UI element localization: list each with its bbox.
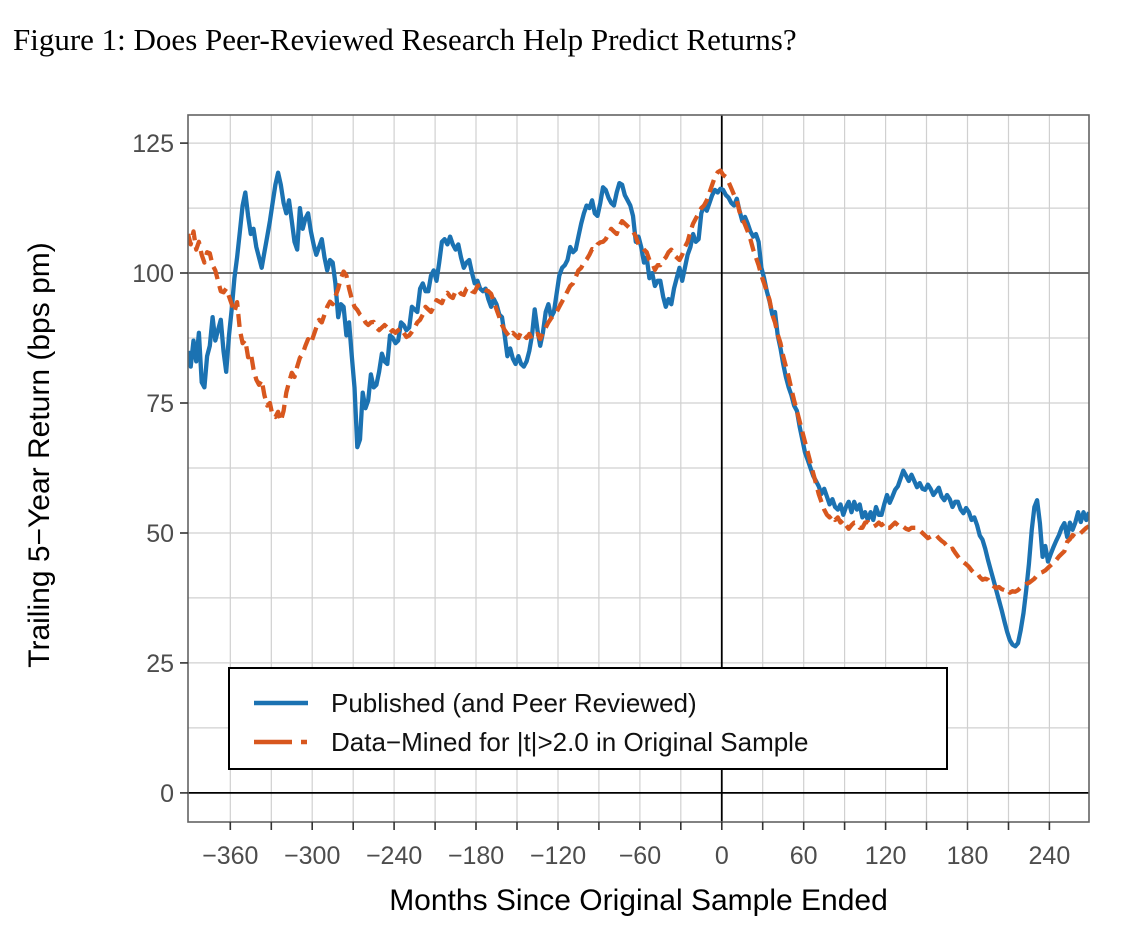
y-axis-title: Trailing 5−Year Return (bps pm) (23, 242, 56, 668)
x-tick-label: −240 (366, 842, 422, 870)
panel-border (187, 114, 1090, 823)
x-tick-label: 240 (1029, 842, 1071, 870)
x-axis-title: Months Since Original Sample Ended (389, 884, 888, 917)
y-tick-label: 50 (146, 520, 174, 548)
x-tick-label: −300 (284, 842, 340, 870)
series-group (188, 168, 1089, 649)
x-tick-label: −360 (202, 842, 258, 870)
x-tick-label: 180 (947, 842, 989, 870)
y-tick-label: 0 (160, 780, 174, 808)
series-line-published (188, 170, 1089, 649)
legend-label-datamined: Data−Mined for |t|>2.0 in Original Sampl… (331, 726, 809, 757)
y-tick-label: 125 (132, 130, 174, 158)
series-line-datamined (188, 168, 1089, 595)
figure-title: Figure 1: Does Peer-Reviewed Research He… (13, 22, 797, 57)
legend-label-published: Published (and Peer Reviewed) (331, 687, 697, 718)
x-tick-label: 60 (790, 842, 818, 870)
x-tick-label: −120 (530, 842, 586, 870)
dashed-line-swatch-icon (254, 739, 308, 745)
x-tick-label: −60 (619, 842, 661, 870)
y-tick-label: 100 (132, 260, 174, 288)
legend: Published (and Peer Reviewed) Data−Mined… (228, 667, 948, 770)
y-tick-label: 25 (146, 650, 174, 678)
x-tick-label: −180 (448, 842, 504, 870)
y-tick-label: 75 (146, 390, 174, 418)
x-tick-label: 0 (715, 842, 729, 870)
solid-line-swatch-icon (254, 700, 308, 706)
legend-item-published: Published (and Peer Reviewed) (253, 683, 697, 723)
x-tick-label: 120 (865, 842, 907, 870)
legend-item-datamined: Data−Mined for |t|>2.0 in Original Sampl… (253, 722, 808, 762)
